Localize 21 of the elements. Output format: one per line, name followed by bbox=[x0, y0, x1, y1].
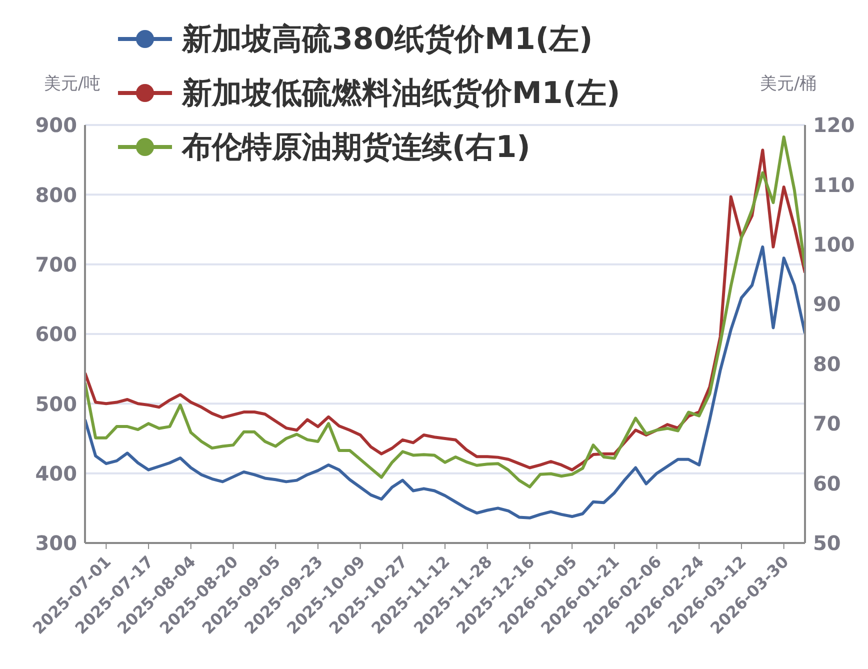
y2-tick-label: 70 bbox=[813, 412, 841, 436]
y-tick-label: 600 bbox=[35, 322, 77, 346]
y-tick-label: 300 bbox=[35, 531, 77, 556]
legend-label: 新加坡高硫380纸货价M1(左) bbox=[182, 20, 593, 58]
line-series bbox=[85, 245, 805, 520]
y2-tick-label: 60 bbox=[813, 471, 841, 496]
y2-tick-label: 110 bbox=[813, 172, 855, 197]
y2-tick-label: 100 bbox=[813, 232, 855, 257]
y-tick-label: 700 bbox=[35, 252, 77, 276]
y-tick-label: 400 bbox=[35, 461, 77, 486]
y2-tick-label: 120 bbox=[813, 113, 855, 138]
y-tick-label: 900 bbox=[35, 113, 77, 138]
y-axis-title: 美元/吨 bbox=[44, 73, 101, 95]
legend-label: 新加坡低硫燃料油纸货价M1(左) bbox=[182, 74, 620, 112]
y2-tick-label: 80 bbox=[813, 352, 841, 376]
y2-axis-title: 美元/桶 bbox=[760, 73, 817, 95]
y-tick-label: 800 bbox=[35, 182, 77, 207]
y2-tick-label: 90 bbox=[813, 292, 841, 316]
y-tick-label: 500 bbox=[35, 392, 77, 416]
legend-label: 布伦特原油期货连续(右1) bbox=[182, 128, 530, 166]
y2-tick-label: 50 bbox=[813, 531, 841, 556]
